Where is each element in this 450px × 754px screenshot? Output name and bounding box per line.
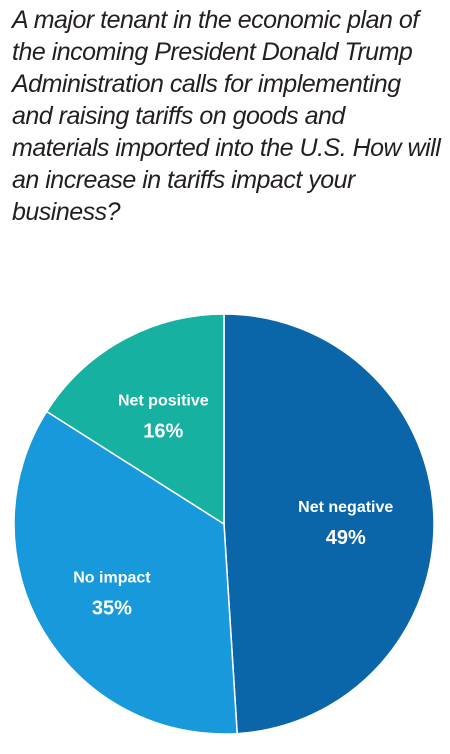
slice-value-net-negative: 49% xyxy=(326,527,366,549)
question-text: A major tenant in the economic plan of t… xyxy=(12,6,441,226)
slice-label-net-negative: Net negative xyxy=(298,499,393,516)
pie-slice-no-impact xyxy=(13,410,238,735)
slice-label-net-positive: Net positive xyxy=(118,393,209,410)
slice-value-no-impact: 35% xyxy=(92,597,132,619)
slice-label-no-impact: No impact xyxy=(73,569,151,586)
pie-slice-net-positive xyxy=(45,313,225,526)
pie-chart: Net negative 49% No impact 35% Net positive 1… xyxy=(13,313,435,735)
pie-slice-net-negative xyxy=(223,313,435,735)
pie-slices xyxy=(13,313,435,735)
slice-value-net-positive: 16% xyxy=(143,421,183,443)
pie-labels: Net negative 49% No impact 35% Net positive 1… xyxy=(73,393,393,620)
